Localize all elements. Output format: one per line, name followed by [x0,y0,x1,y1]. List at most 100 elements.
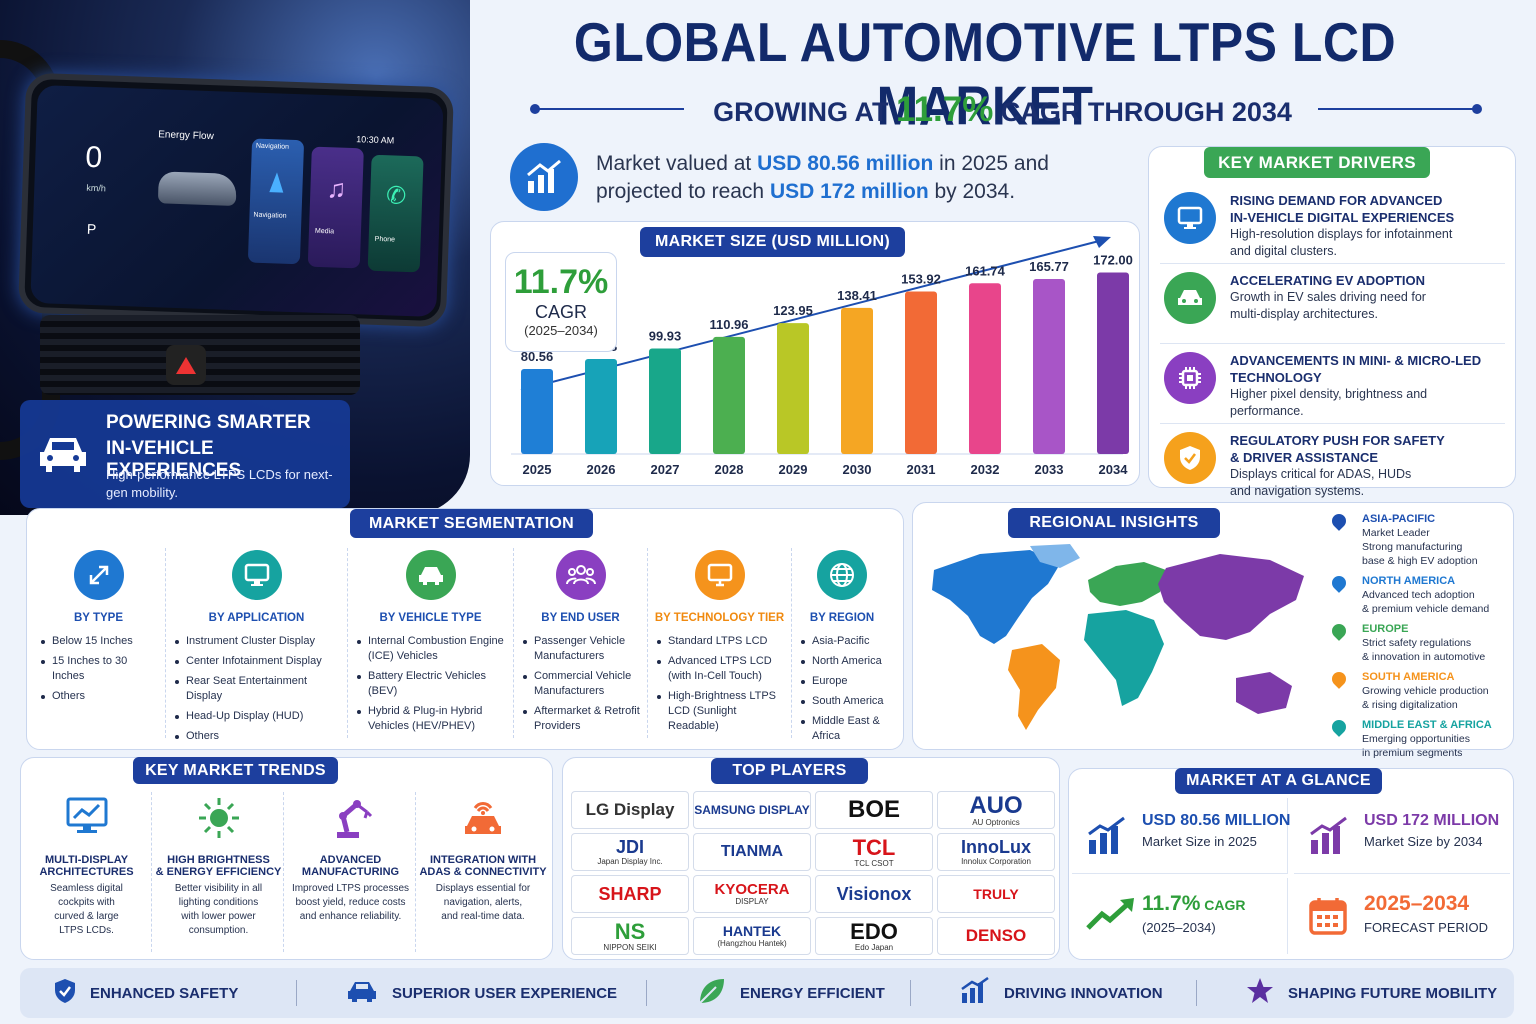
player-logo: TIANMA [693,833,811,871]
player-logo: AUO AU Optronics [937,791,1055,829]
glance-value: 11.7% [1142,892,1201,915]
car-icon [405,550,456,600]
segmentation-title: MARKET SEGMENTATION [350,509,593,538]
x-tick-label: 2032 [971,462,1000,477]
segment-item: Asia-Pacific [800,634,886,649]
ev-car-icon [1164,272,1216,324]
bar-value-label: 99.93 [649,329,682,344]
player-name: HANTEK [722,923,782,940]
footer-item: ENERGY EFFICIENT [696,968,911,1018]
player-name: SHARP [598,883,662,904]
driver-desc-cont: and navigation systems. [1230,484,1365,498]
player-name: AUO [969,791,1023,819]
player-logo: JDI Japan Display Inc. [571,833,689,871]
player-subname: Innolux Corporation [961,856,1031,866]
arrows-icon [73,550,124,600]
sun-icon [154,796,283,846]
player-name: KYOCERA [714,880,790,898]
robot-arm-icon [286,796,415,846]
trends-title: KEY MARKET TRENDS [133,757,338,784]
player-logo: TRULY [937,875,1055,913]
segment-column: BY VEHICLE TYPE Internal Combustion Engin… [348,548,514,738]
player-logo: InnoLux Innolux Corporation [937,833,1055,871]
segment-column: BY TECHNOLOGY TIER Standard LTPS LCD Advan… [648,548,792,738]
player-subname: NIPPON SEIKI [603,943,657,953]
segment-item: Hybrid & Plug-in Hybrid Vehicles (HEV/PH… [356,704,507,734]
footer-item: SUPERIOR USER EXPERIENCE [346,968,647,1018]
segment-item: Head-Up Display (HUD) [174,709,341,724]
bar-chart: 80.56202589.98202699.932027110.962028123… [511,236,1133,477]
segment-item: Advanced LTPS LCD (with In-Cell Touch) [656,654,785,684]
subtitle-line-right [1318,108,1478,110]
bar-2029 [777,323,809,454]
region-item: SOUTH AMERICA Growing vehicle production &… [1328,669,1513,712]
region-desc: & rising digitalization [1362,699,1458,711]
player-name: SAMSUNG DISPLAY [694,802,810,817]
bar-2033 [1033,279,1065,454]
phone-tile[interactable]: ✆ Phone [367,154,424,273]
driver-desc: Growth in EV sales driving need for [1230,290,1426,304]
shield-icon [1164,432,1216,484]
bar-2028 [713,336,745,454]
driver-title: RISING DEMAND FOR ADVANCED [1230,193,1443,208]
segment-item: Middle East & Africa [800,714,886,744]
footer-label: SHAPING FUTURE MOBILITY [1288,984,1498,1002]
media-tile[interactable]: ♫ Media [307,146,364,269]
glance-panel [1068,768,1514,960]
region-desc: & premium vehicle demand [1362,603,1490,615]
market-size-chart: 80.56202589.98202699.932027110.962028123… [490,221,1140,486]
driver-title-cont: IN-VEHICLE DIGITAL EXPERIENCES [1230,210,1455,225]
segment-item: Passenger Vehicle Manufacturers [522,634,641,664]
x-tick-label: 2029 [779,462,808,477]
player-logo: SAMSUNG DISPLAY [693,791,811,829]
region-desc: in premium segments [1362,747,1463,759]
segment-title: BY REGION [809,612,875,624]
glance-title: MARKET AT A GLANCE [1175,768,1382,794]
region-name: MIDDLE EAST & AFRICA [1362,719,1492,731]
trend-title-cont: & ENERGY EFFICIENCY [155,866,282,878]
segment-item: Below 15 Inches [40,634,159,649]
segment-item: Battery Electric Vehicles (BEV) [356,669,507,699]
glance-label: Market Size by 2034 [1364,834,1483,849]
location-pin-icon [1329,621,1349,641]
segment-item: Others [40,689,159,704]
users-icon [555,550,606,600]
bar-2032 [969,283,1001,454]
nav-tile[interactable]: Navigation Navigation [247,138,305,265]
hazard-button [166,345,206,385]
chart-title: MARKET SIZE (USD MILLION) [640,227,905,257]
driver-title-cont: & DRIVER ASSISTANCE [1230,450,1379,465]
player-name: LG Display [585,800,675,820]
location-pin-icon [1329,669,1349,689]
bar-value-label: 172.00 [1093,252,1133,267]
trend-desc: navigation, alerts, [443,897,523,908]
x-tick-label: 2025 [523,462,552,477]
driver-item: ADVANCEMENTS IN MINI- & MICRO-LED TECHNOL… [1160,348,1505,424]
globe-icon [817,550,867,600]
trend-desc: lighting conditions [178,897,259,908]
cagr-box: 11.7% CAGR (2025–2034) [505,252,617,352]
map-africa [1084,610,1164,706]
music-note-icon: ♫ [326,173,347,204]
trend-desc: Seamless digital [50,883,123,894]
trend-item: ADVANCED MANUFACTURING Improved LTPS proce… [286,792,416,952]
region-name: SOUTH AMERICA [1362,671,1455,683]
players-title: TOP PLAYERS [711,758,868,784]
region-item: ASIA-PACIFIC Market Leader Strong manufact… [1328,511,1513,568]
regional-title: REGIONAL INSIGHTS [1008,508,1220,538]
chip-icon [1164,352,1216,404]
player-name: JDI [615,837,644,858]
trend-item: MULTI-DISPLAY ARCHITECTURES Seamless digit… [22,792,152,952]
glance-label: FORECAST PERIOD [1364,920,1489,935]
player-name: NS [614,918,646,944]
footer-divider [910,980,911,1006]
bar-chart-icon [1308,816,1350,861]
trend-desc: consumption. [188,925,249,936]
trend-desc: Better visibility in all [174,883,263,894]
region-desc: Strict safety regulations [1362,637,1472,649]
driver-desc-cont: performance. [1230,404,1304,418]
bar-value-label: 110.96 [709,317,748,332]
phone-icon: ✆ [385,182,407,210]
segment-column: BY TYPE Below 15 Inches 15 Inches to 30 In… [32,548,166,738]
footer-label: SUPERIOR USER EXPERIENCE [392,984,618,1002]
